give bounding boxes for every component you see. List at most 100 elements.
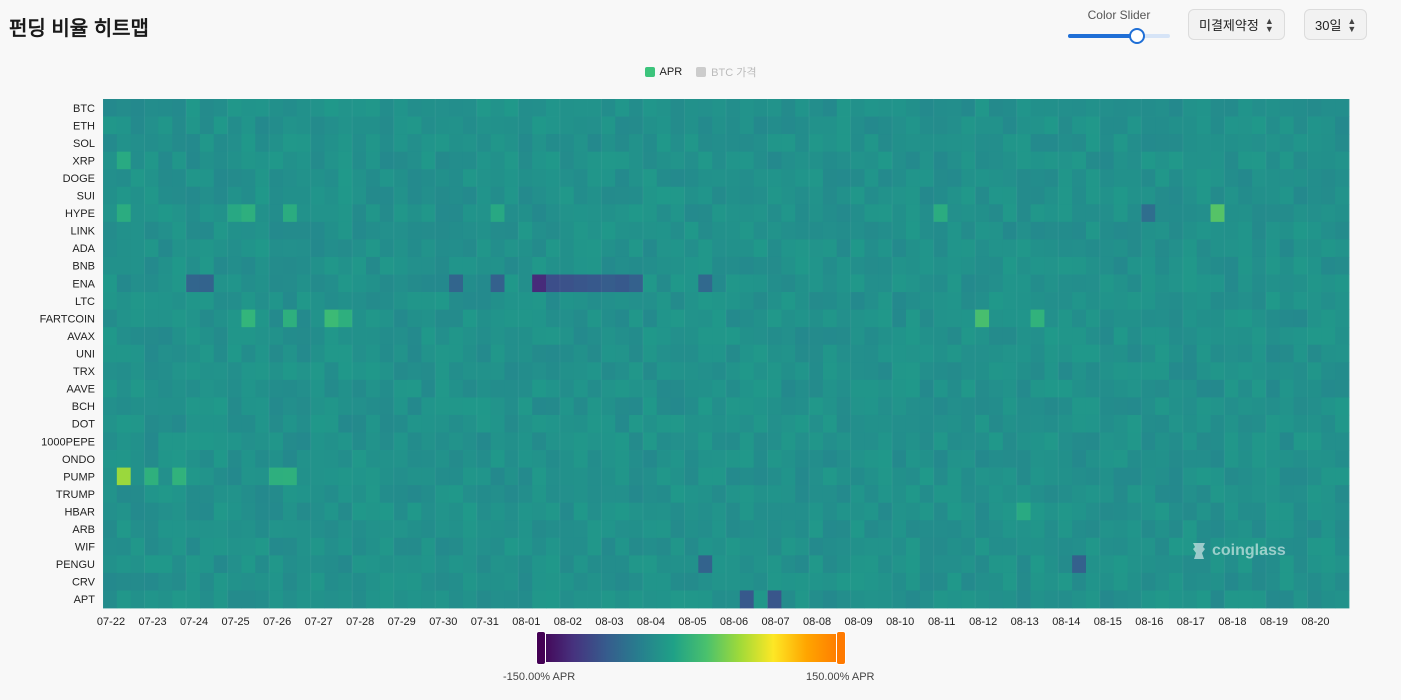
heatmap-cell[interactable]: [269, 379, 284, 398]
heatmap-cell[interactable]: [158, 274, 173, 293]
heatmap-cell[interactable]: [213, 537, 228, 556]
heatmap-cell[interactable]: [1265, 274, 1281, 293]
heatmap-cell[interactable]: [1044, 362, 1059, 381]
heatmap-cell[interactable]: [1224, 151, 1239, 170]
heatmap-cell[interactable]: [822, 432, 838, 451]
heatmap-cell[interactable]: [864, 520, 879, 539]
heatmap-cell[interactable]: [781, 221, 796, 240]
heatmap-cell[interactable]: [1210, 467, 1225, 486]
heatmap-cell[interactable]: [1155, 537, 1170, 556]
heatmap-cell[interactable]: [1099, 590, 1115, 609]
heatmap-cell[interactable]: [1113, 99, 1128, 117]
heatmap-cell[interactable]: [310, 414, 325, 433]
heatmap-cell[interactable]: [213, 99, 228, 117]
heatmap-cell[interactable]: [449, 362, 464, 381]
heatmap-cell[interactable]: [379, 502, 395, 521]
heatmap-cell[interactable]: [656, 134, 672, 153]
heatmap-cell[interactable]: [961, 362, 976, 381]
heatmap-cell[interactable]: [421, 485, 436, 504]
heatmap-cell[interactable]: [116, 169, 132, 188]
heatmap-cell[interactable]: [532, 274, 547, 293]
heatmap-cell[interactable]: [462, 502, 478, 521]
heatmap-cell[interactable]: [310, 432, 325, 451]
heatmap-cell[interactable]: [989, 151, 1004, 170]
heatmap-cell[interactable]: [712, 432, 727, 451]
heatmap-cell[interactable]: [407, 450, 422, 468]
heatmap-cell[interactable]: [282, 397, 298, 416]
heatmap-cell[interactable]: [1169, 432, 1184, 451]
heatmap-cell[interactable]: [933, 590, 948, 609]
heatmap-cell[interactable]: [352, 485, 367, 504]
heatmap-cell[interactable]: [878, 256, 893, 275]
heatmap-cell[interactable]: [809, 379, 824, 398]
heatmap-cell[interactable]: [1113, 186, 1128, 205]
heatmap-cell[interactable]: [282, 467, 298, 486]
heatmap-cell[interactable]: [310, 502, 325, 521]
heatmap-cell[interactable]: [712, 502, 727, 521]
heatmap-cell[interactable]: [435, 221, 450, 240]
heatmap-cell[interactable]: [518, 520, 533, 539]
heatmap-cell[interactable]: [961, 116, 976, 135]
heatmap-cell[interactable]: [1293, 572, 1308, 591]
heatmap-cell[interactable]: [393, 239, 408, 258]
heatmap-cell[interactable]: [116, 397, 132, 416]
heatmap-cell[interactable]: [172, 116, 187, 135]
heatmap-cell[interactable]: [1265, 186, 1281, 205]
heatmap-cell[interactable]: [919, 520, 935, 539]
heatmap-cell[interactable]: [767, 134, 782, 153]
heatmap-cell[interactable]: [407, 555, 422, 574]
heatmap-cell[interactable]: [296, 99, 312, 117]
heatmap-cell[interactable]: [255, 327, 270, 346]
heatmap-cell[interactable]: [255, 134, 270, 153]
heatmap-cell[interactable]: [1002, 555, 1018, 574]
heatmap-cell[interactable]: [1030, 485, 1045, 504]
heatmap-cell[interactable]: [809, 169, 824, 188]
heatmap-cell[interactable]: [449, 485, 464, 504]
heatmap-cell[interactable]: [282, 327, 298, 346]
heatmap-cell[interactable]: [518, 327, 533, 346]
heatmap-cell[interactable]: [296, 379, 312, 398]
heatmap-cell[interactable]: [1016, 344, 1031, 363]
heatmap-cell[interactable]: [199, 467, 215, 486]
heatmap-cell[interactable]: [352, 116, 367, 135]
heatmap-cell[interactable]: [684, 414, 699, 433]
heatmap-cell[interactable]: [989, 450, 1004, 468]
heatmap-cell[interactable]: [726, 99, 741, 117]
heatmap-cell[interactable]: [587, 151, 602, 170]
heatmap-cell[interactable]: [781, 204, 796, 223]
heatmap-cell[interactable]: [366, 274, 381, 293]
heatmap-cell[interactable]: [629, 397, 644, 416]
heatmap-cell[interactable]: [1058, 590, 1073, 609]
heatmap-cell[interactable]: [1099, 397, 1115, 416]
heatmap-cell[interactable]: [186, 309, 201, 328]
heatmap-cell[interactable]: [836, 414, 851, 433]
heatmap-cell[interactable]: [864, 204, 879, 223]
heatmap-cell[interactable]: [199, 414, 215, 433]
heatmap-cell[interactable]: [739, 204, 755, 223]
heatmap-cell[interactable]: [1182, 502, 1198, 521]
heatmap-cell[interactable]: [103, 151, 118, 170]
heatmap-cell[interactable]: [726, 485, 741, 504]
heatmap-cell[interactable]: [975, 572, 990, 591]
heatmap-cell[interactable]: [1224, 134, 1239, 153]
heatmap-cell[interactable]: [352, 99, 367, 117]
heatmap-cell[interactable]: [1099, 221, 1115, 240]
heatmap-cell[interactable]: [1321, 151, 1336, 170]
heatmap-cell[interactable]: [1085, 274, 1101, 293]
heatmap-cell[interactable]: [795, 274, 810, 293]
heatmap-cell[interactable]: [961, 274, 976, 293]
heatmap-cell[interactable]: [656, 485, 672, 504]
heatmap-cell[interactable]: [1044, 134, 1059, 153]
heatmap-cell[interactable]: [255, 274, 270, 293]
heatmap-cell[interactable]: [892, 116, 907, 135]
heatmap-cell[interactable]: [601, 344, 616, 363]
heatmap-cell[interactable]: [767, 327, 782, 346]
heatmap-cell[interactable]: [546, 467, 561, 486]
heatmap-cell[interactable]: [989, 99, 1004, 117]
heatmap-cell[interactable]: [1169, 379, 1184, 398]
heatmap-cell[interactable]: [1279, 186, 1295, 205]
heatmap-cell[interactable]: [269, 590, 284, 609]
heatmap-cell[interactable]: [407, 116, 422, 135]
heatmap-cell[interactable]: [130, 186, 145, 205]
heatmap-cell[interactable]: [767, 362, 782, 381]
